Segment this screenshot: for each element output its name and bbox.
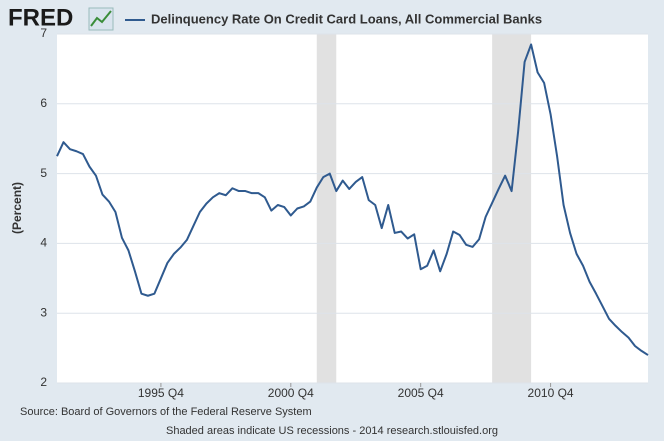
- plot-area: [57, 34, 648, 383]
- note: Shaded areas indicate US recessions - 20…: [166, 425, 498, 437]
- x-tick-label: 1995 Q4: [138, 386, 184, 400]
- y-tick-label: 4: [40, 236, 47, 250]
- x-tick-label: 2010 Q4: [528, 386, 574, 400]
- y-tick-label: 6: [40, 96, 47, 110]
- legend-label: Delinquency Rate On Credit Card Loans, A…: [151, 11, 542, 26]
- logo-icon-line: [90, 10, 112, 27]
- data-line: [56, 43, 649, 356]
- y-tick-label: 2: [40, 375, 47, 389]
- recession-shade: [492, 34, 532, 383]
- y-tick-label: 5: [40, 166, 47, 180]
- x-tick-label: 2005 Q4: [398, 386, 444, 400]
- y-axis-label: (Percent): [10, 182, 24, 234]
- logo-icon: [88, 7, 114, 31]
- source: Source: Board of Governors of the Federa…: [20, 406, 312, 418]
- logo: FRED: [8, 4, 73, 31]
- recession-shade: [316, 34, 337, 383]
- x-tick-label: 2000 Q4: [268, 386, 314, 400]
- y-tick-label: 7: [40, 26, 47, 40]
- y-tick-label: 3: [40, 305, 47, 319]
